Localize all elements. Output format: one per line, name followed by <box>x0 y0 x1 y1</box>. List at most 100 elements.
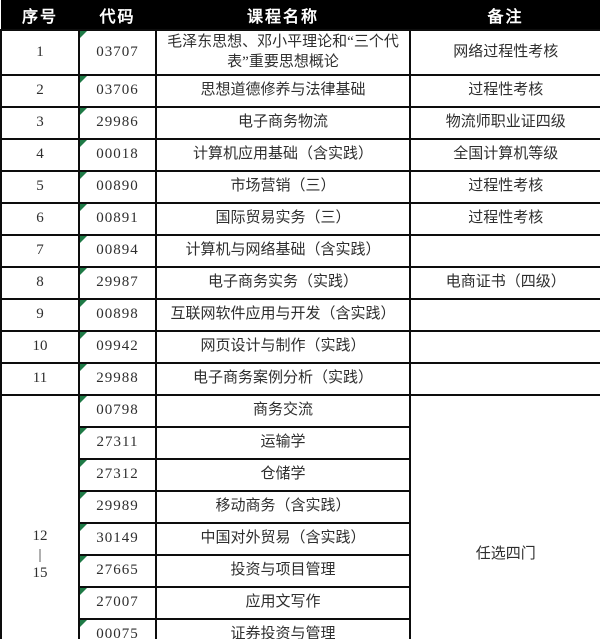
course-name-cell: 运输学 <box>155 426 411 460</box>
course-code-text: 27665 <box>96 562 139 579</box>
course-name-cell: 网页设计与制作（实践） <box>155 330 411 364</box>
course-name-cell: 电子商务案例分析（实践） <box>155 362 411 396</box>
remark-cell <box>409 234 600 268</box>
excel-flag-triangle-icon <box>81 429 87 435</box>
table-row: 12 | 15 00798 商务交流 任选四门 <box>0 394 600 639</box>
row-number-cell: 9 <box>0 298 80 332</box>
remark-cell <box>409 298 600 332</box>
header-col-no: 序号 <box>0 0 80 31</box>
course-name-cell: 电子商务物流 <box>155 106 411 140</box>
table-row: 00075 证券投资与管理 <box>1 618 600 639</box>
group-remark-cell: 任选四门 <box>409 394 600 639</box>
excel-flag-triangle-icon <box>81 301 87 307</box>
course-code-cell: 00018 <box>78 138 157 172</box>
group-number-line: 15 <box>32 565 48 582</box>
course-name-cell: 思想道德修养与法律基础 <box>155 74 411 108</box>
table-row: 8 29987 电子商务实务（实践） 电商证书（四级） <box>0 266 600 300</box>
table-row: 11 29988 电子商务案例分析（实践） <box>0 362 600 396</box>
row-number-cell: 8 <box>0 266 80 300</box>
course-code-text: 29989 <box>96 498 139 515</box>
remark-cell: 过程性考核 <box>409 74 600 108</box>
table-row: 27311 运输学 <box>1 426 600 460</box>
course-code-text: 00798 <box>96 402 139 419</box>
course-code-text: 09942 <box>96 338 139 355</box>
course-name-cell: 投资与项目管理 <box>155 554 411 588</box>
row-number-cell: 10 <box>0 330 80 364</box>
table-row: 3 29986 电子商务物流 物流师职业证四级 <box>0 106 600 140</box>
excel-flag-triangle-icon <box>81 557 87 563</box>
remark-cell: 网络过程性考核 <box>409 29 600 76</box>
excel-flag-triangle-icon <box>81 525 87 531</box>
table-row: 6 00891 国际贸易实务（三） 过程性考核 <box>0 202 600 236</box>
course-name-cell: 仓储学 <box>155 458 411 492</box>
course-code-text: 00890 <box>96 178 139 195</box>
group-row-number-cell: 12 | 15 <box>0 394 80 639</box>
table-row: 4 00018 计算机应用基础（含实践） 全国计算机等级 <box>0 138 600 172</box>
table-row: 1 03707 毛泽东思想、邓小平理论和“三个代表”重要思想概论 网络过程性考核 <box>0 29 600 76</box>
remark-cell: 全国计算机等级 <box>409 138 600 172</box>
course-code-text: 00018 <box>96 146 139 163</box>
excel-flag-triangle-icon <box>81 173 87 179</box>
excel-flag-triangle-icon <box>81 589 87 595</box>
course-name-cell: 商务交流 <box>155 394 411 428</box>
course-name-cell: 国际贸易实务（三） <box>155 202 411 236</box>
header-row: 序号 代码 课程名称 备注 <box>0 0 600 31</box>
course-name-cell: 毛泽东思想、邓小平理论和“三个代表”重要思想概论 <box>155 29 411 76</box>
row-number-cell: 4 <box>0 138 80 172</box>
course-code-cell: 00075 <box>78 618 157 639</box>
excel-flag-triangle-icon <box>81 269 87 275</box>
course-code-cell: 29989 <box>78 490 157 524</box>
course-name-cell: 移动商务（含实践） <box>155 490 411 524</box>
course-name-cell: 电子商务实务（实践） <box>155 266 411 300</box>
course-code-text: 00075 <box>96 626 139 639</box>
group-number-line: | <box>38 546 42 563</box>
table-row: 27007 应用文写作 <box>1 586 600 620</box>
excel-flag-triangle-icon <box>81 32 87 38</box>
table-row: 27312 仓储学 <box>1 458 600 492</box>
header-col-code: 代码 <box>78 0 157 31</box>
course-code-text: 03707 <box>96 43 139 60</box>
excel-flag-triangle-icon <box>81 205 87 211</box>
excel-flag-triangle-icon <box>81 333 87 339</box>
row-number-cell: 5 <box>0 170 80 204</box>
row-number-cell: 1 <box>0 29 80 76</box>
course-code-cell: 30149 <box>78 522 157 556</box>
table-row: 2 03706 思想道德修养与法律基础 过程性考核 <box>0 74 600 108</box>
course-code-text: 27311 <box>96 434 139 451</box>
course-code-text: 27007 <box>96 594 139 611</box>
excel-flag-triangle-icon <box>81 237 87 243</box>
excel-flag-triangle-icon <box>81 621 87 627</box>
course-code-text: 29987 <box>96 274 139 291</box>
row-number-cell: 3 <box>0 106 80 140</box>
header-col-remark: 备注 <box>409 0 600 31</box>
course-name-cell: 应用文写作 <box>155 586 411 620</box>
group-number-line: 12 <box>32 527 48 544</box>
course-name-cell: 中国对外贸易（含实践） <box>155 522 411 556</box>
course-code-text: 30149 <box>96 530 139 547</box>
excel-flag-triangle-icon <box>81 141 87 147</box>
course-code-cell: 03706 <box>78 74 157 108</box>
course-code-cell: 00894 <box>78 234 157 268</box>
course-code-text: 29988 <box>96 370 139 387</box>
course-code-cell: 29988 <box>78 362 157 396</box>
remark-cell <box>409 330 600 364</box>
course-code-cell: 27007 <box>78 586 157 620</box>
excel-flag-triangle-icon <box>81 493 87 499</box>
table-row: 10 09942 网页设计与制作（实践） <box>0 330 600 364</box>
table-row: 29989 移动商务（含实践） <box>1 490 600 524</box>
course-code-text: 00891 <box>96 210 139 227</box>
remark-cell: 过程性考核 <box>409 170 600 204</box>
course-name-cell: 证券投资与管理 <box>155 618 411 639</box>
row-number-cell: 11 <box>0 362 80 396</box>
course-code-cell: 27665 <box>78 554 157 588</box>
course-code-cell: 00798 <box>78 394 157 428</box>
course-name-cell: 计算机应用基础（含实践） <box>155 138 411 172</box>
course-code-text: 27312 <box>96 466 139 483</box>
header-col-name: 课程名称 <box>155 0 411 31</box>
table-row: 30149 中国对外贸易（含实践） <box>1 522 600 556</box>
table-header: 序号 代码 课程名称 备注 <box>0 0 600 31</box>
row-number-cell: 7 <box>0 234 80 268</box>
excel-flag-triangle-icon <box>81 109 87 115</box>
course-code-cell: 00891 <box>78 202 157 236</box>
